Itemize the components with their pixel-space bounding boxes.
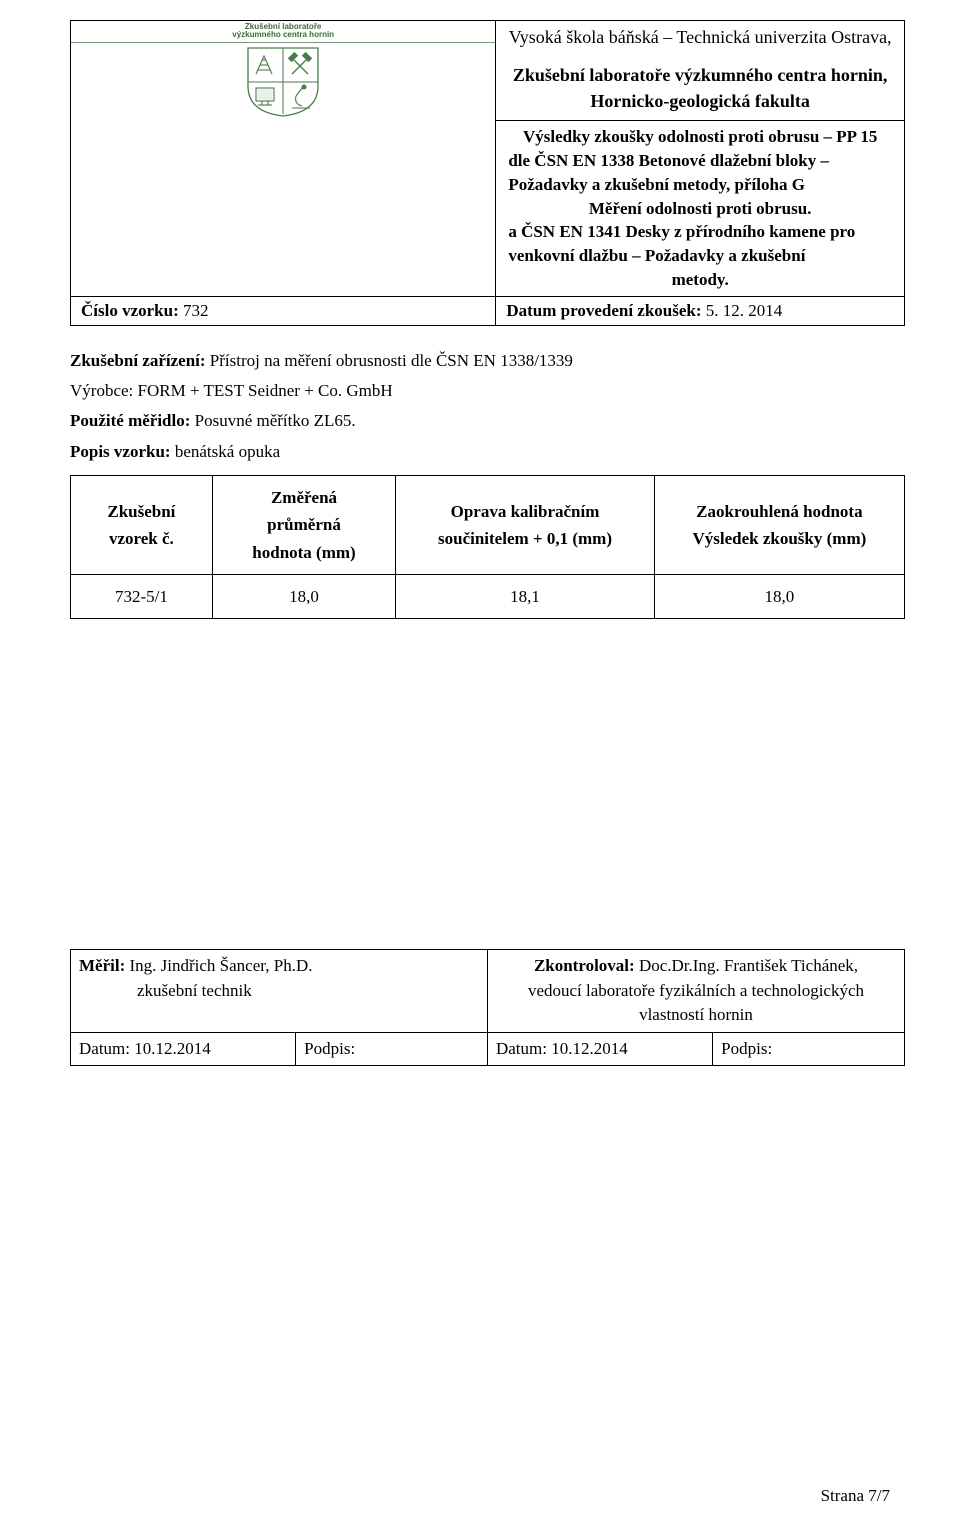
checked-by: Doc.Dr.Ing. František Tichánek, [635,956,858,975]
date2-label: Datum: [496,1039,551,1058]
date-value: 5. 12. 2014 [706,301,783,320]
cell-0: 732-5/1 [71,574,213,618]
desc-label: Popis vzorku: [70,442,171,461]
desc-value: benátská opuka [171,442,281,461]
date1: 10.12.2014 [134,1039,211,1058]
lab-line1: Zkušební laboratoře výzkumného centra ho… [513,65,888,85]
checked-role2: vlastností hornin [639,1005,753,1024]
title-line5: metody. [672,270,729,289]
sample-label: Číslo vzorku: [81,301,183,320]
header-institution-cell: Vysoká škola báňská – Technická univerzi… [496,21,905,121]
results-table: Zkušební vzorek č. Změřená průměrná hodn… [70,475,905,619]
test-date-cell: Datum provedení zkoušek: 5. 12. 2014 [496,296,905,325]
sample-value: 732 [183,301,209,320]
sample-number-cell: Číslo vzorku: 732 [71,296,496,325]
date-label: Datum provedení zkoušek: [506,301,705,320]
date2-cell: Datum: 10.12.2014 [487,1032,712,1066]
cell-1: 18,0 [212,574,395,618]
measure-value: Posuvné měřítko ZL65. [190,411,355,430]
date1-cell: Datum: 10.12.2014 [71,1032,296,1066]
measured-role: zkušební technik [79,979,252,1004]
col-header-3: Zaokrouhlená hodnota Výsledek zkoušky (m… [654,476,904,575]
checked-role1: vedoucí laboratoře fyzikálních a technol… [528,981,864,1000]
measure-label: Použité měřidlo: [70,411,190,430]
col-header-2: Oprava kalibračním součinitelem + 0,1 (m… [396,476,655,575]
table-row: 732-5/1 18,0 18,1 18,0 [71,574,905,618]
institution-name: Vysoká škola báňská – Technická univerzi… [502,23,898,48]
checked-label: Zkontroloval: [534,956,635,975]
title-line2: dle ČSN EN 1338 Betonové dlažební bloky … [506,149,894,197]
logo-shield-icon [71,43,495,121]
manufacturer: Výrobce: FORM + TEST Seidner + Co. GmbH [70,378,905,404]
title-line4: a ČSN EN 1341 Desky z přírodního kamene … [506,220,894,268]
logo-caption-line2: výzkumného centra hornin [232,30,334,39]
col-header-1: Změřená průměrná hodnota (mm) [212,476,395,575]
document-title-cell: Výsledky zkoušky odolnosti proti obrusu … [496,121,905,297]
date1-label: Datum: [79,1039,134,1058]
sign1-label: Podpis: [304,1039,355,1058]
title-line3: Měření odolnosti proti obrusu. [589,199,812,218]
sign1-cell: Podpis: [296,1032,488,1066]
page-number: Strana 7/7 [821,1486,890,1506]
body-section: Zkušební zařízení: Přístroj na měření ob… [70,348,905,465]
logo-caption: Zkušební laboratoře výzkumného centra ho… [71,21,495,43]
sign2-label: Podpis: [721,1039,772,1058]
lab-line2: Hornicko-geologická fakulta [590,91,810,111]
date2: 10.12.2014 [551,1039,628,1058]
col-header-0: Zkušební vzorek č. [71,476,213,575]
checked-by-cell: Zkontroloval: Doc.Dr.Ing. František Tich… [487,949,904,1032]
sign2-cell: Podpis: [713,1032,905,1066]
cell-3: 18,0 [654,574,904,618]
title-line1: Výsledky zkoušky odolnosti proti obrusu … [523,127,877,146]
equip-label: Zkušební zařízení: [70,351,206,370]
measured-label: Měřil: [79,956,125,975]
equip-value: Přístroj na měření obrusnosti dle ČSN EN… [206,351,573,370]
cell-2: 18,1 [396,574,655,618]
signatures-table: Měřil: Ing. Jindřich Šancer, Ph.D. zkuše… [70,949,905,1067]
header-table: Zkušební laboratoře výzkumného centra ho… [70,20,905,326]
logo-cell: Zkušební laboratoře výzkumného centra ho… [71,21,496,297]
measured-by: Ing. Jindřich Šancer, Ph.D. [125,956,312,975]
measured-by-cell: Měřil: Ing. Jindřich Šancer, Ph.D. zkuše… [71,949,488,1032]
